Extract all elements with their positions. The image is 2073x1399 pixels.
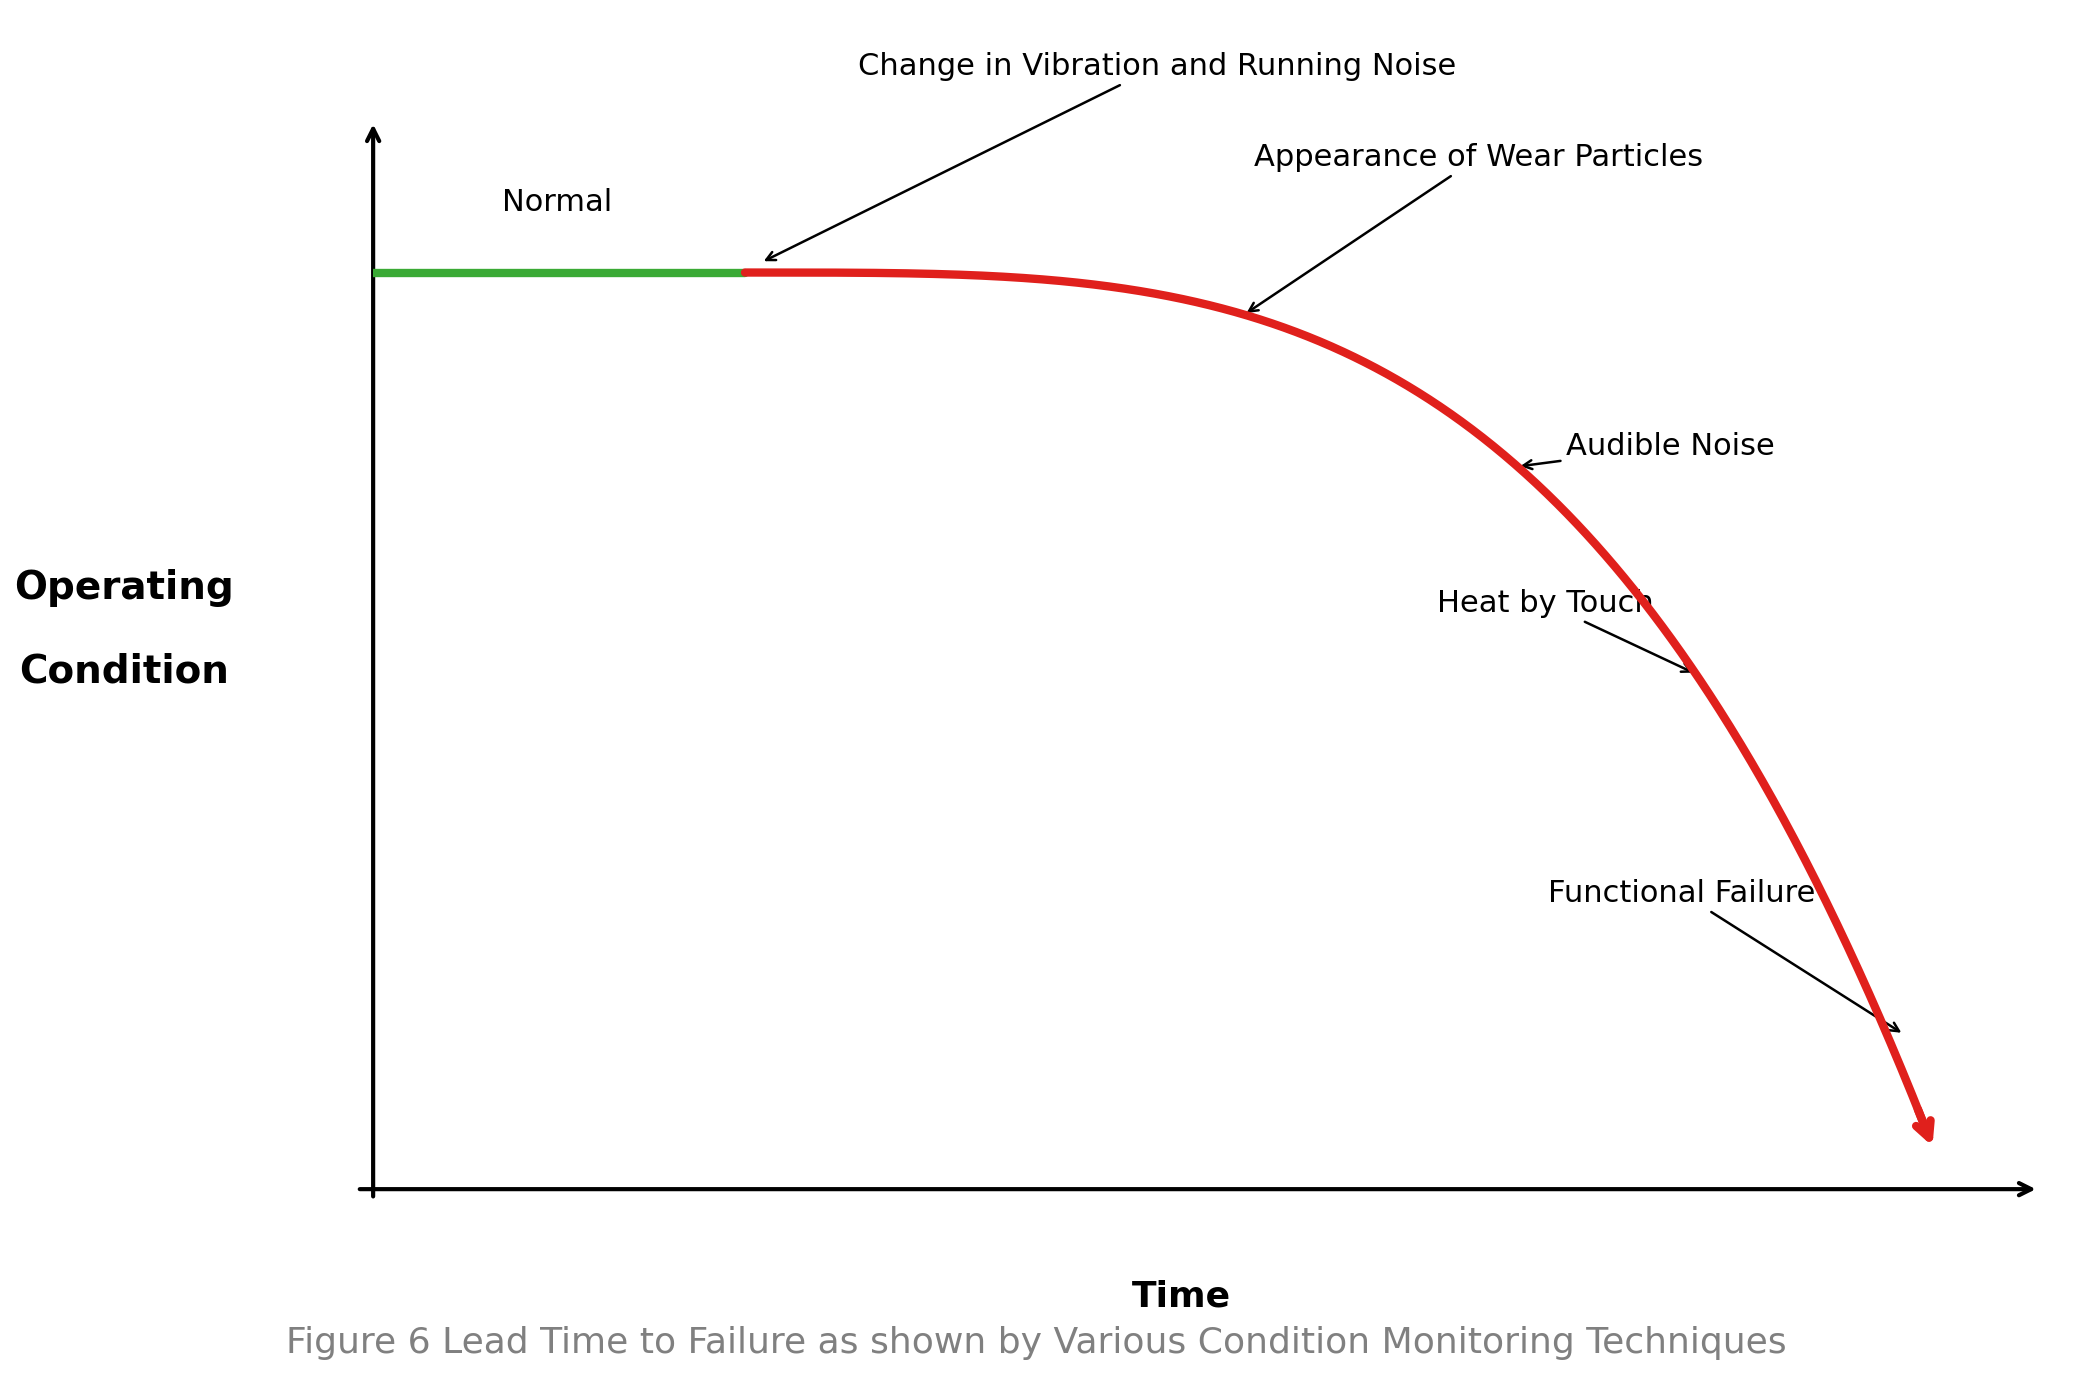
Text: Appearance of Wear Particles: Appearance of Wear Particles — [1248, 143, 1704, 312]
Text: Normal: Normal — [502, 187, 614, 217]
Text: Audible Noise: Audible Noise — [1524, 432, 1774, 469]
Text: Condition: Condition — [19, 652, 230, 691]
Text: Operating: Operating — [15, 568, 234, 607]
Text: Time: Time — [1132, 1280, 1231, 1314]
Text: Heat by Touch: Heat by Touch — [1437, 589, 1692, 672]
Text: Figure 6 Lead Time to Failure as shown by Various Condition Monitoring Technique: Figure 6 Lead Time to Failure as shown b… — [286, 1326, 1787, 1360]
Text: Change in Vibration and Running Noise: Change in Vibration and Running Noise — [767, 52, 1457, 260]
Text: Functional Failure: Functional Failure — [1549, 879, 1899, 1031]
